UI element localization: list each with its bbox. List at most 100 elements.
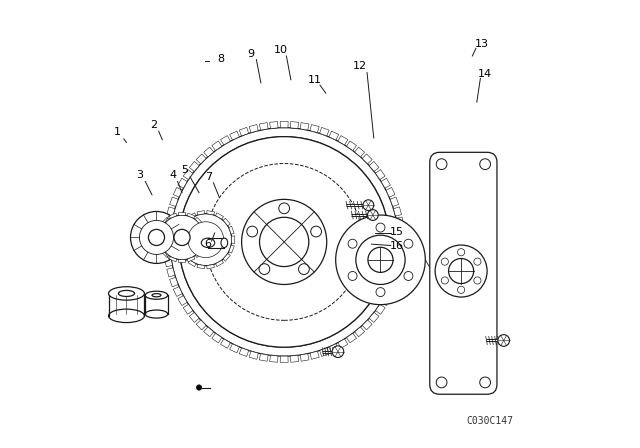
Polygon shape xyxy=(228,226,234,234)
Circle shape xyxy=(376,223,385,232)
Polygon shape xyxy=(164,228,171,236)
Circle shape xyxy=(170,128,398,356)
Circle shape xyxy=(368,247,393,272)
Polygon shape xyxy=(188,213,195,218)
Polygon shape xyxy=(319,348,329,357)
Circle shape xyxy=(449,258,474,284)
Circle shape xyxy=(196,230,216,250)
Polygon shape xyxy=(173,287,182,297)
Polygon shape xyxy=(223,218,230,226)
Text: 2: 2 xyxy=(150,120,157,129)
Circle shape xyxy=(311,226,321,237)
Circle shape xyxy=(480,159,490,169)
Polygon shape xyxy=(196,154,206,164)
Polygon shape xyxy=(165,258,172,267)
Polygon shape xyxy=(178,296,187,306)
Polygon shape xyxy=(346,141,356,151)
FancyBboxPatch shape xyxy=(430,152,497,394)
Circle shape xyxy=(441,277,449,284)
Polygon shape xyxy=(338,136,348,145)
Circle shape xyxy=(348,271,357,280)
Polygon shape xyxy=(338,339,348,348)
Polygon shape xyxy=(188,213,196,219)
Text: 5: 5 xyxy=(181,165,188,175)
Text: C030C147: C030C147 xyxy=(467,416,514,426)
Polygon shape xyxy=(181,218,188,226)
Polygon shape xyxy=(376,169,385,180)
Polygon shape xyxy=(201,224,206,232)
Polygon shape xyxy=(232,236,235,244)
Circle shape xyxy=(474,277,481,284)
Circle shape xyxy=(436,377,447,388)
Circle shape xyxy=(131,211,182,263)
Polygon shape xyxy=(394,207,401,216)
Polygon shape xyxy=(164,248,171,256)
Polygon shape xyxy=(381,178,390,188)
Polygon shape xyxy=(369,161,379,172)
Polygon shape xyxy=(386,287,395,297)
Polygon shape xyxy=(178,178,187,188)
Polygon shape xyxy=(397,228,404,236)
Polygon shape xyxy=(177,245,183,253)
Polygon shape xyxy=(319,127,329,136)
Circle shape xyxy=(259,264,270,275)
Polygon shape xyxy=(204,147,214,157)
Circle shape xyxy=(159,215,204,260)
Circle shape xyxy=(458,286,465,293)
Polygon shape xyxy=(381,296,390,306)
Polygon shape xyxy=(216,213,223,219)
Circle shape xyxy=(348,239,357,248)
Polygon shape xyxy=(230,344,239,353)
Circle shape xyxy=(336,215,426,305)
Circle shape xyxy=(498,335,509,346)
Polygon shape xyxy=(280,356,288,362)
Circle shape xyxy=(247,226,257,237)
Text: 16: 16 xyxy=(390,241,404,250)
Polygon shape xyxy=(355,327,365,337)
Polygon shape xyxy=(396,217,403,226)
Ellipse shape xyxy=(152,293,161,297)
Circle shape xyxy=(363,200,374,211)
Polygon shape xyxy=(355,147,365,157)
Ellipse shape xyxy=(145,310,168,318)
Polygon shape xyxy=(259,123,268,130)
Polygon shape xyxy=(164,238,170,246)
Polygon shape xyxy=(291,121,299,129)
Polygon shape xyxy=(329,344,339,353)
Polygon shape xyxy=(157,234,160,241)
Circle shape xyxy=(298,264,309,275)
Polygon shape xyxy=(300,123,309,130)
Polygon shape xyxy=(183,169,193,180)
Polygon shape xyxy=(157,224,163,232)
Circle shape xyxy=(179,137,389,347)
Polygon shape xyxy=(239,348,249,357)
Polygon shape xyxy=(162,217,169,224)
Polygon shape xyxy=(220,136,230,145)
Circle shape xyxy=(367,210,378,220)
Circle shape xyxy=(441,258,449,265)
Circle shape xyxy=(458,249,465,256)
Polygon shape xyxy=(195,217,202,224)
Polygon shape xyxy=(169,257,177,262)
Polygon shape xyxy=(390,277,399,287)
Text: 3: 3 xyxy=(136,170,143,180)
Polygon shape xyxy=(170,277,178,287)
Circle shape xyxy=(435,245,487,297)
Text: 8: 8 xyxy=(217,54,224,64)
Text: 15: 15 xyxy=(390,227,404,237)
Polygon shape xyxy=(269,121,278,129)
Polygon shape xyxy=(239,127,249,136)
Polygon shape xyxy=(249,125,259,133)
Circle shape xyxy=(356,235,405,284)
Polygon shape xyxy=(195,251,202,258)
Circle shape xyxy=(179,137,389,347)
Ellipse shape xyxy=(201,238,214,247)
Circle shape xyxy=(180,214,232,266)
Polygon shape xyxy=(177,236,180,244)
Ellipse shape xyxy=(109,287,145,300)
Polygon shape xyxy=(228,245,234,253)
Ellipse shape xyxy=(118,290,134,297)
Text: 9: 9 xyxy=(247,49,254,59)
Text: 11: 11 xyxy=(308,75,322,85)
Circle shape xyxy=(404,239,413,248)
